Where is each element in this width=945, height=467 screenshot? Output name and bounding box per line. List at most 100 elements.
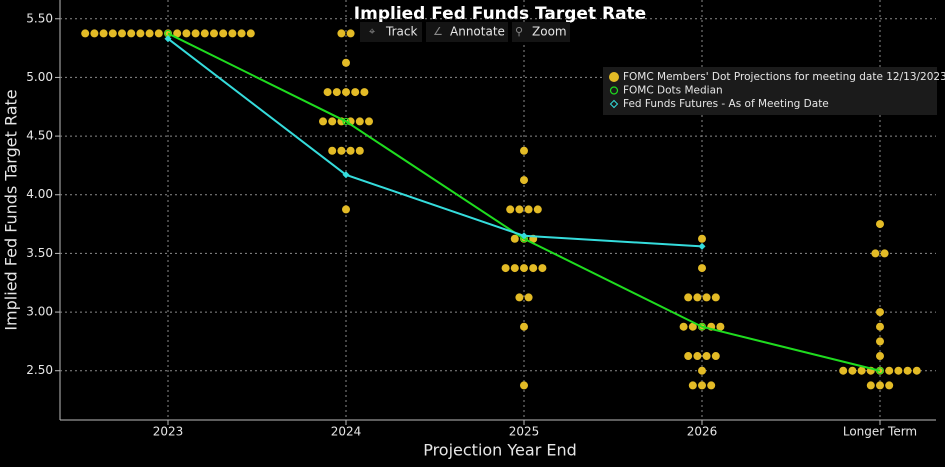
median-marker xyxy=(698,323,706,331)
dot xyxy=(688,322,697,331)
futures-marker xyxy=(698,242,706,250)
dot xyxy=(684,352,693,361)
dot xyxy=(876,308,884,317)
legend-symbol xyxy=(609,86,619,95)
series-line xyxy=(167,37,703,248)
dot xyxy=(903,366,912,375)
y-tick-label: 5.00 xyxy=(26,70,53,84)
dot xyxy=(693,293,702,302)
x-tick-label: 2025 xyxy=(509,425,540,439)
zoom-button[interactable] xyxy=(512,22,570,42)
x-tick-label: 2026 xyxy=(687,425,718,439)
dot xyxy=(342,58,350,67)
dot xyxy=(510,264,519,273)
dot xyxy=(848,366,857,375)
y-tick-label: 4.00 xyxy=(26,187,53,201)
y-tick-label: 2.50 xyxy=(26,363,53,377)
dot xyxy=(857,366,866,375)
dot xyxy=(876,352,884,361)
dot xyxy=(885,366,894,375)
dot xyxy=(319,117,327,126)
dot xyxy=(524,293,533,302)
median-marker xyxy=(342,117,350,126)
legend-symbol xyxy=(609,72,619,82)
dot xyxy=(145,29,154,38)
dot xyxy=(716,322,725,331)
dot xyxy=(210,29,218,38)
dot xyxy=(702,352,711,361)
dot xyxy=(698,234,706,243)
dot xyxy=(515,205,524,214)
dot xyxy=(520,146,528,155)
dot xyxy=(707,381,716,390)
dot xyxy=(876,322,884,331)
dot xyxy=(182,29,191,38)
dot xyxy=(118,29,126,38)
dot xyxy=(365,117,373,126)
annotate-button[interactable] xyxy=(426,22,508,42)
dot xyxy=(346,29,355,38)
dot xyxy=(360,88,369,97)
dot xyxy=(200,29,209,38)
x-axis-title: Projection Year End xyxy=(423,441,577,460)
dot xyxy=(337,146,346,155)
dot xyxy=(702,293,711,302)
track-icon: ⌖ xyxy=(369,25,375,38)
dot xyxy=(876,220,884,229)
dot xyxy=(839,366,848,375)
dot xyxy=(173,29,182,38)
dot xyxy=(538,264,547,273)
y-tick-label: 5.50 xyxy=(26,11,53,25)
dot xyxy=(355,146,364,155)
dot xyxy=(90,29,99,38)
y-axis-title: Implied Fed Funds Target Rate xyxy=(2,89,21,330)
toolbar-item[interactable]: Track xyxy=(385,25,417,39)
x-tick-label: Longer Term xyxy=(843,425,917,439)
dot xyxy=(346,146,355,155)
dot xyxy=(246,29,255,38)
dot xyxy=(191,29,200,38)
dot xyxy=(136,29,145,38)
dot xyxy=(342,205,350,214)
track-button[interactable] xyxy=(360,22,422,42)
dot xyxy=(684,293,693,302)
dot xyxy=(876,381,884,390)
dot xyxy=(108,29,117,38)
dot xyxy=(679,322,688,331)
dot xyxy=(219,29,228,38)
dot xyxy=(355,117,364,126)
dot xyxy=(693,352,702,361)
dot xyxy=(711,352,720,361)
dot xyxy=(337,29,346,38)
dot xyxy=(520,176,528,185)
toolbar-item[interactable]: Annotate xyxy=(450,25,505,39)
dot xyxy=(871,249,880,258)
y-tick-label: 3.50 xyxy=(26,246,53,260)
dot xyxy=(880,249,889,258)
toolbar: ⌖ Track ∠ Annotate ⚲ Zoom xyxy=(360,22,570,42)
dot xyxy=(99,29,108,38)
dot xyxy=(894,366,903,375)
dot xyxy=(688,381,697,390)
dot xyxy=(501,264,510,273)
dot xyxy=(323,88,332,97)
annotate-icon: ∠ xyxy=(433,25,443,38)
dot xyxy=(698,264,706,273)
legend-label: FOMC Members' Dot Projections for meetin… xyxy=(623,71,945,83)
dot xyxy=(533,205,542,214)
dot xyxy=(876,337,884,346)
dot xyxy=(510,234,519,243)
futures-marker xyxy=(520,232,528,240)
dot xyxy=(328,117,337,126)
dot xyxy=(698,381,706,390)
dot xyxy=(520,322,528,331)
legend-box xyxy=(603,67,937,115)
zoom-icon: ⚲ xyxy=(515,25,523,38)
legend-label: Fed Funds Futures - As of Meeting Date xyxy=(623,98,829,110)
legend-label: FOMC Dots Median xyxy=(623,85,723,97)
dot xyxy=(515,293,524,302)
toolbar-item[interactable]: Zoom xyxy=(532,25,567,39)
dot xyxy=(154,29,163,38)
dot xyxy=(529,264,538,273)
